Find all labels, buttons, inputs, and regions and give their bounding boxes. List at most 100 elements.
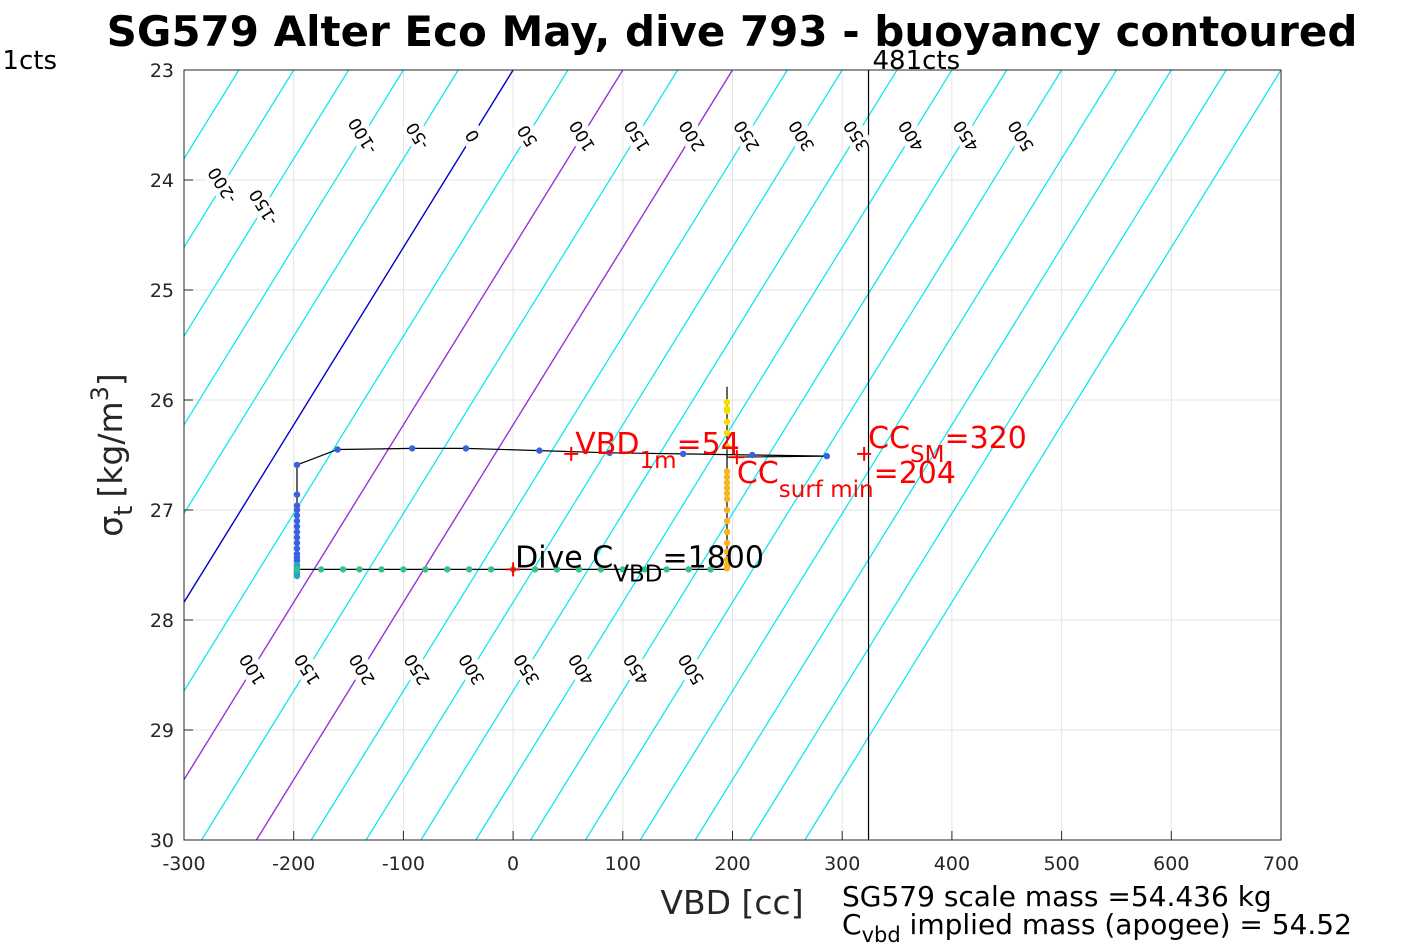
y-tick-label: 24 bbox=[150, 170, 174, 192]
contour-line bbox=[694, 70, 1172, 840]
y-tick-label: 25 bbox=[150, 280, 174, 302]
vbd-column-point bbox=[723, 418, 731, 426]
contour-line bbox=[184, 70, 404, 426]
marker-label-main: Dive C bbox=[515, 540, 613, 575]
marker-label-main: CC bbox=[737, 456, 779, 491]
vbd-column-point bbox=[723, 490, 731, 497]
x-tick-label: 500 bbox=[1043, 853, 1079, 875]
contour-label: 250 bbox=[400, 650, 434, 688]
bottom-point bbox=[339, 566, 347, 573]
x-tick-label: 300 bbox=[824, 853, 860, 875]
bottom-point bbox=[487, 566, 495, 573]
x-tick-label: 100 bbox=[605, 853, 641, 875]
bottom-point bbox=[707, 566, 714, 573]
bottom-point bbox=[400, 566, 407, 573]
vbd-column-point bbox=[723, 506, 731, 514]
vbd-column-point bbox=[723, 407, 731, 415]
descent-point bbox=[408, 445, 416, 452]
y-tick-label: 30 bbox=[150, 830, 174, 852]
contour-label-bg bbox=[893, 117, 929, 155]
x-tick-label: 600 bbox=[1153, 853, 1189, 875]
contour-label-bg bbox=[289, 650, 325, 689]
vbd-column-point bbox=[723, 548, 731, 555]
contour-label: 450 bbox=[950, 116, 984, 154]
implied-mass-rest: implied mass (apogee) = 54.52 bbox=[901, 908, 1352, 941]
vbd-count-label: 1cts bbox=[2, 46, 57, 76]
contour-label-bg bbox=[509, 117, 545, 155]
bottom-point bbox=[466, 566, 473, 573]
marker-label-value: =204 bbox=[874, 456, 956, 491]
contour-line bbox=[420, 70, 898, 840]
contour-label: -50 bbox=[402, 118, 434, 152]
vbd-column-point bbox=[723, 517, 731, 525]
contour-label-bg bbox=[1003, 117, 1039, 155]
descent-point bbox=[823, 452, 831, 460]
bottom-point bbox=[444, 566, 451, 573]
column-point bbox=[293, 572, 301, 580]
contour-line bbox=[201, 70, 679, 840]
contour-label: 250 bbox=[730, 116, 764, 154]
vbd-column-point bbox=[723, 484, 731, 492]
descent-point bbox=[749, 451, 756, 459]
bottom-point bbox=[422, 566, 429, 573]
column-point bbox=[293, 517, 301, 525]
descent-point bbox=[462, 445, 470, 452]
contour-label-bg bbox=[619, 117, 655, 155]
implied-mass-sub: vbd bbox=[862, 923, 901, 945]
column-point bbox=[293, 506, 301, 514]
contour-label-bg bbox=[234, 650, 270, 689]
contour-label-bg bbox=[509, 650, 544, 689]
descent-point bbox=[536, 447, 543, 454]
y-axis-sigma: σ bbox=[91, 516, 130, 537]
bottom-point bbox=[685, 566, 692, 573]
bottom-point bbox=[641, 566, 648, 573]
contour-label: 350 bbox=[510, 650, 544, 688]
y-tick-label: 29 bbox=[150, 720, 174, 742]
vbd-column-point bbox=[723, 473, 731, 481]
contour-line bbox=[749, 70, 1227, 840]
marker-label-value: =1800 bbox=[662, 540, 763, 575]
contour-label-bg bbox=[399, 650, 434, 689]
marker-label-sub: surf min bbox=[779, 477, 874, 503]
contour-label: 100 bbox=[566, 116, 600, 154]
contour-line bbox=[0, 70, 19, 840]
contour-line bbox=[584, 70, 1063, 840]
contour-label-bg bbox=[344, 650, 380, 689]
contour-line bbox=[310, 70, 788, 840]
bottom-point bbox=[378, 566, 385, 573]
contour-label: 200 bbox=[676, 116, 710, 154]
bottom-point bbox=[317, 566, 325, 573]
y-axis-label: σt [kg/m3] bbox=[86, 373, 139, 536]
contour-label-bg bbox=[454, 650, 489, 689]
x-tick-label: -100 bbox=[382, 853, 425, 875]
bottom-point bbox=[293, 566, 301, 573]
contour-line bbox=[184, 70, 459, 515]
column-point bbox=[293, 502, 301, 509]
x-tick-label: 700 bbox=[1263, 853, 1299, 875]
contour-labels: -200-150-100 -50 0 50 100 150 200 250 300 350 400 4… bbox=[204, 114, 1039, 689]
contour-label-bg bbox=[564, 117, 600, 155]
contour-line bbox=[804, 70, 1281, 840]
contour-label-bg bbox=[205, 166, 240, 205]
implied-mass-c: C bbox=[842, 908, 862, 941]
axes: -300 -200 -100 0 100 200 300 400 500 600 700 23 24 25… bbox=[150, 60, 1299, 875]
marker-label: CCsurf min=204 bbox=[737, 456, 956, 503]
contour-line bbox=[639, 70, 1117, 840]
descent-point bbox=[293, 461, 301, 469]
y-tick-label: 23 bbox=[150, 60, 174, 82]
marker-label-main: CC bbox=[868, 421, 910, 456]
marker-label-sub: 1m bbox=[639, 448, 676, 474]
contour-label-bg bbox=[674, 117, 709, 155]
marker-label-sub: SM bbox=[910, 442, 944, 468]
vbd-column-point bbox=[723, 539, 731, 547]
vbd-column-point bbox=[723, 479, 731, 486]
contour-label-bg bbox=[948, 117, 984, 155]
dive-trace bbox=[293, 70, 870, 840]
marker-label: CCSM=320 bbox=[868, 421, 1027, 468]
x-tick-label: 0 bbox=[507, 853, 519, 875]
marker-label-value: =54 bbox=[677, 427, 740, 462]
y-axis-close: ] bbox=[91, 373, 130, 386]
descent-point bbox=[334, 446, 341, 453]
vbd-column-point bbox=[723, 556, 731, 563]
